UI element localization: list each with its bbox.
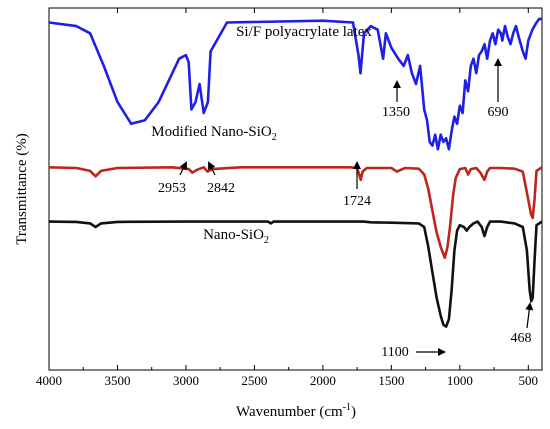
x-tick-label: 1500 (378, 373, 404, 388)
x-title-main: Wavenumber (cm (236, 404, 343, 420)
x-title-close: ) (351, 404, 356, 420)
annotation-label: 2842 (207, 181, 235, 196)
x-axis-ticks: 4000 3500 3000 2500 2000 1500 1000 500 (36, 8, 538, 388)
annotation-label: 690 (488, 105, 509, 120)
series-line-0 (48, 17, 542, 151)
x-tick-label: 500 (519, 373, 539, 388)
x-tick-label: 4000 (36, 373, 62, 388)
series-line-1 (48, 166, 543, 260)
annotation-label: 1100 (381, 345, 408, 360)
series-label-subscript: 2 (264, 235, 269, 246)
annotation-arrow (208, 161, 216, 176)
series-line-2 (48, 220, 543, 328)
x-title-superscript: -1 (343, 402, 351, 413)
x-tick-label: 1000 (447, 373, 473, 388)
x-axis-title: Wavenumber (cm-1) (236, 402, 356, 420)
series-labels-layer: Si/F polyacrylate latex Modified Nano-SiO… (151, 24, 372, 246)
x-tick-label: 3500 (104, 373, 130, 388)
annotation-label: 468 (511, 331, 532, 346)
series-label-1: Modified Nano-SiO2 (151, 124, 276, 143)
annotation-arrow (179, 161, 187, 176)
annotation-label: 1350 (382, 105, 410, 120)
plot-frame (48, 7, 543, 371)
x-tick-label: 2500 (241, 373, 267, 388)
series-layer (48, 17, 543, 328)
y-axis-title: Transmittance (%) (14, 133, 30, 245)
annotation-arrow (525, 302, 534, 329)
series-label-subscript: 2 (272, 132, 277, 143)
series-label-0: Si/F polyacrylate latex (236, 24, 372, 40)
annotation-label: 1724 (343, 194, 371, 209)
series-label-2: Nano-SiO2 (203, 227, 269, 246)
x-tick-label: 3000 (173, 373, 199, 388)
x-tick-label: 2000 (310, 373, 336, 388)
annotation-label: 2953 (158, 181, 186, 196)
annotation-layer: 1350 690 2953 2842 1724 1100 468 (158, 58, 534, 360)
